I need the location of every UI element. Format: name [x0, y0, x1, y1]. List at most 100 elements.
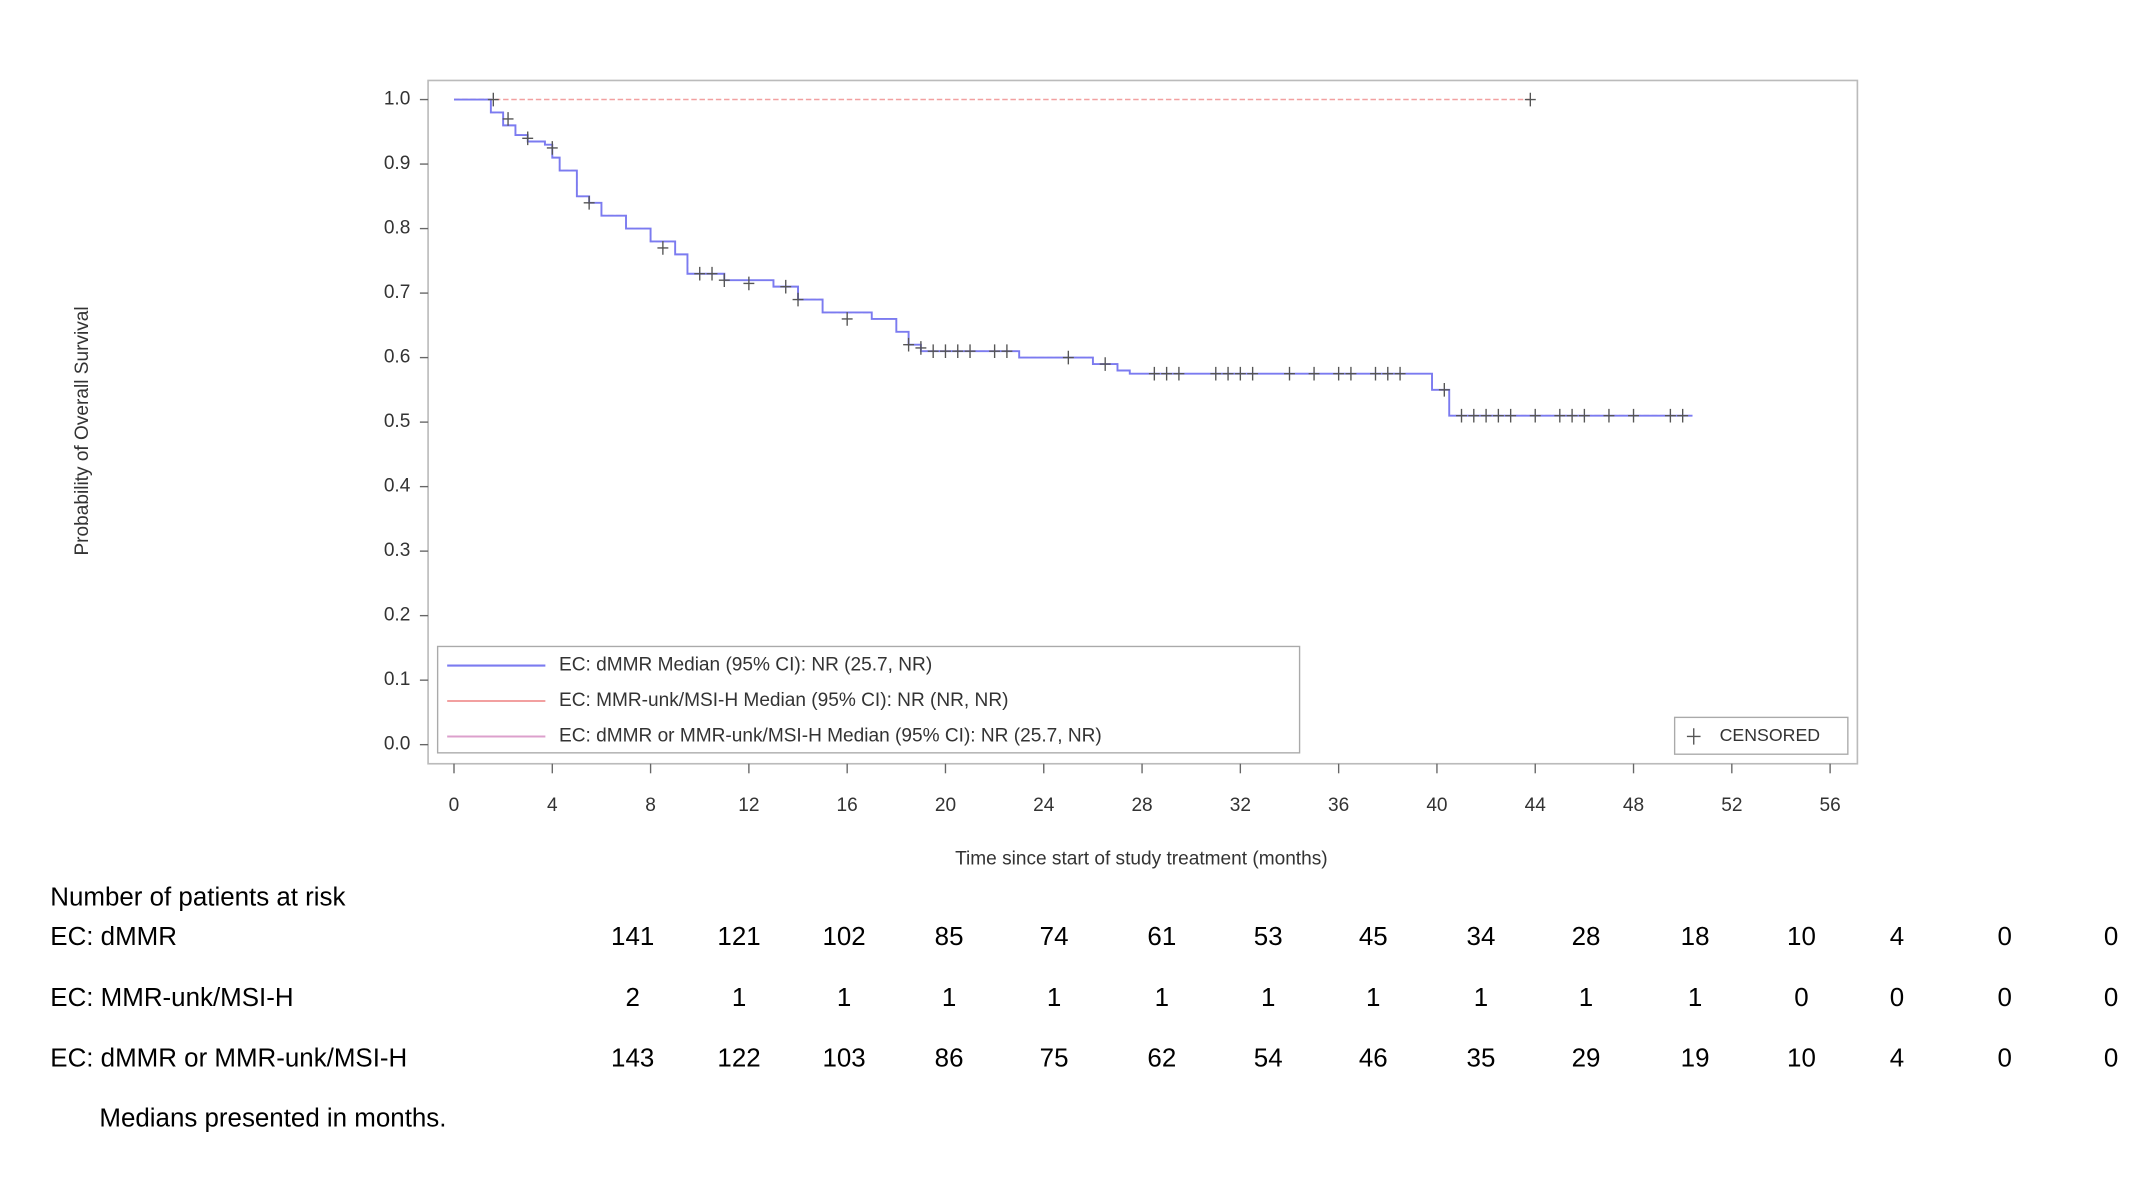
- risk-count: 102: [822, 923, 865, 951]
- censor-mark: [1370, 366, 1381, 381]
- x-tick-label: 56: [1819, 795, 1840, 816]
- risk-count: 19: [1681, 1045, 1710, 1073]
- censor-mark: [1554, 408, 1566, 423]
- risk-count: 4: [1890, 923, 1904, 951]
- censor-mark: [502, 112, 514, 126]
- risk-count: 141: [611, 923, 654, 951]
- risk-count: 0: [1997, 923, 2011, 951]
- risk-count: 1: [1474, 984, 1488, 1012]
- risk-count: 0: [2104, 984, 2118, 1012]
- censor-mark: [792, 292, 804, 307]
- censor-mark: [1148, 366, 1160, 381]
- risk-count: 1: [942, 984, 956, 1012]
- risk-table-title: Number of patients at risk: [50, 884, 345, 912]
- censor-mark: [1234, 366, 1246, 381]
- legend-label: EC: dMMR or MMR-unk/MSI-H Median (95% CI…: [559, 726, 1102, 747]
- risk-count: 121: [717, 923, 760, 951]
- censor-mark: [1524, 92, 1536, 107]
- risk-count: 35: [1467, 1045, 1496, 1073]
- censor-mark: [1505, 408, 1517, 423]
- censor-mark: [989, 344, 1001, 358]
- censor-mark: [1062, 350, 1074, 365]
- x-tick-label: 20: [935, 795, 956, 816]
- censor-mark: [1664, 408, 1676, 423]
- censor-mark: [841, 312, 853, 326]
- censor-mark: [1628, 408, 1639, 423]
- risk-count: 103: [822, 1045, 865, 1073]
- risk-count: 0: [1997, 984, 2011, 1012]
- x-tick-label: 8: [645, 795, 656, 816]
- censor-mark: [1603, 408, 1615, 423]
- censor-mark: [487, 92, 499, 107]
- censor-mark: [1677, 408, 1689, 423]
- risk-row-label: EC: dMMR or MMR-unk/MSI-H: [50, 1045, 407, 1073]
- censor-mark: [1529, 408, 1541, 423]
- y-tick-label: 0.2: [384, 605, 411, 626]
- risk-count: 74: [1040, 923, 1069, 951]
- censor-mark: [522, 131, 534, 146]
- censor-mark: [1578, 408, 1590, 423]
- survival-curve: [453, 98, 1693, 417]
- x-tick-label: 4: [547, 795, 558, 816]
- risk-count: 0: [1794, 984, 1808, 1012]
- censor-mark: [1492, 408, 1504, 423]
- censor-mark: [1345, 366, 1357, 381]
- risk-count: 85: [935, 923, 964, 951]
- y-tick-label: 0.5: [384, 411, 411, 432]
- x-tick-label: 28: [1131, 795, 1152, 816]
- risk-count: 1: [1366, 984, 1380, 1012]
- censor-mark: [718, 273, 730, 288]
- y-tick-label: 0.6: [384, 347, 411, 368]
- x-tick-label: 52: [1721, 795, 1742, 816]
- risk-count: 62: [1147, 1045, 1176, 1073]
- x-tick-label: 32: [1230, 795, 1251, 816]
- footnote: Medians presented in months.: [99, 1105, 446, 1133]
- censor-mark: [583, 195, 595, 210]
- censor-mark: [1161, 366, 1173, 381]
- x-axis-label: Time since start of study treatment (mon…: [955, 848, 1327, 869]
- risk-count: 122: [717, 1045, 760, 1073]
- censor-mark: [915, 341, 927, 355]
- risk-row-label: EC: MMR-unk/MSI-H: [50, 984, 293, 1012]
- censor-mark: [1333, 366, 1345, 381]
- risk-count: 143: [611, 1045, 654, 1073]
- censor-mark: [1222, 366, 1234, 381]
- x-tick-label: 44: [1525, 795, 1547, 816]
- censor-mark: [694, 266, 706, 281]
- risk-count: 53: [1254, 923, 1283, 951]
- censor-mark: [1468, 408, 1480, 423]
- risk-count: 0: [1997, 1045, 2011, 1073]
- risk-count: 0: [2104, 1045, 2118, 1073]
- x-tick-label: 36: [1328, 795, 1349, 816]
- risk-count: 10: [1787, 923, 1816, 951]
- censor-mark: [964, 344, 976, 358]
- censor-mark: [1099, 357, 1111, 371]
- risk-row-label: EC: dMMR: [50, 923, 177, 951]
- risk-count: 1: [732, 984, 746, 1012]
- risk-count: 45: [1359, 923, 1388, 951]
- censor-mark: [903, 337, 915, 352]
- censor-mark: [1566, 408, 1578, 423]
- survival-curve: [453, 98, 1693, 417]
- x-tick-label: 24: [1033, 795, 1055, 816]
- y-tick-label: 0.0: [384, 734, 411, 755]
- x-tick-label: 16: [837, 795, 858, 816]
- censor-mark: [657, 241, 669, 255]
- censor-mark: [780, 279, 792, 294]
- x-tick-label: 40: [1426, 795, 1447, 816]
- risk-count: 1: [1155, 984, 1169, 1012]
- risk-count: 86: [935, 1045, 964, 1073]
- risk-count: 1: [1579, 984, 1593, 1012]
- risk-count: 18: [1681, 923, 1710, 951]
- risk-count: 34: [1467, 923, 1496, 951]
- censor-mark: [1438, 383, 1450, 397]
- censor-mark: [1308, 366, 1320, 381]
- x-tick-label: 0: [449, 795, 460, 816]
- censor-mark: [1210, 366, 1222, 381]
- x-tick-label: 12: [738, 795, 759, 816]
- censor-mark: [1382, 366, 1394, 381]
- risk-count: 61: [1147, 923, 1176, 951]
- censor-mark: [1173, 366, 1185, 381]
- y-tick-label: 0.4: [384, 476, 411, 497]
